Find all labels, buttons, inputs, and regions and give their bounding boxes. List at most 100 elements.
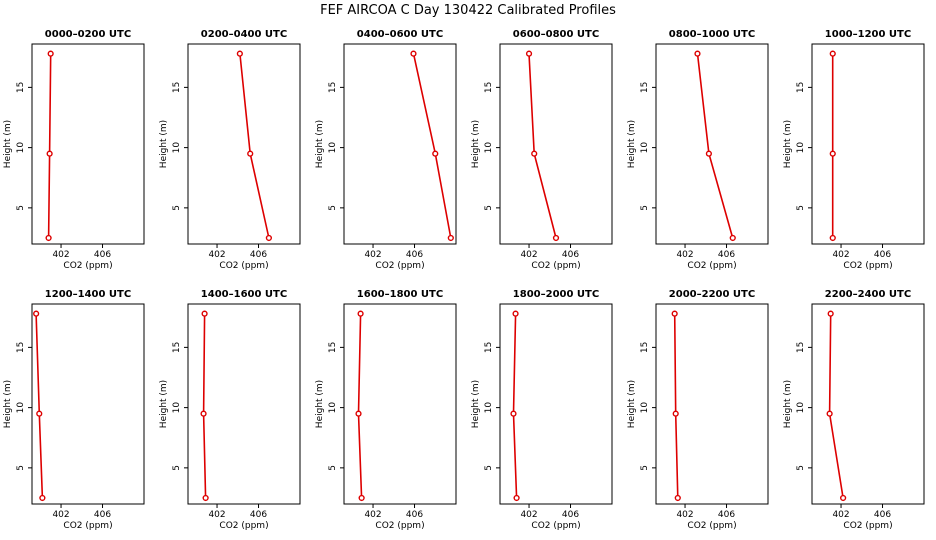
- y-tick-label: 5: [640, 205, 650, 211]
- x-tick-label: 406: [94, 510, 111, 520]
- profile-point: [45, 234, 52, 242]
- plot-frame: [811, 43, 925, 245]
- y-axis-label: Height (m): [627, 380, 637, 428]
- y-tick-label: 15: [328, 342, 338, 353]
- y-tick-label: 10: [640, 402, 650, 414]
- x-axis-label: CO2 (ppm): [375, 521, 424, 531]
- plot-frame: [343, 303, 457, 505]
- y-axis-label: Height (m): [159, 380, 169, 428]
- y-axis-label: Height (m): [315, 380, 325, 428]
- profile-point: [827, 310, 834, 317]
- plot-frame: [187, 43, 301, 245]
- profile-point: [355, 410, 362, 417]
- panel-title: 0400–0600 UTC: [357, 29, 443, 40]
- y-axis-label: Height (m): [627, 120, 637, 168]
- y-tick-label: 10: [16, 402, 26, 414]
- profile-point: [202, 494, 209, 502]
- x-tick-label: 402: [364, 510, 381, 520]
- plot-frame: [31, 43, 145, 245]
- panel-title: 1400–1600 UTC: [201, 289, 287, 300]
- y-tick-label: 15: [172, 342, 182, 353]
- x-tick-label: 406: [874, 250, 891, 260]
- x-axis-label: CO2 (ppm): [843, 261, 892, 271]
- figure-title: FEF AIRCOA C Day 130422 Calibrated Profi…: [320, 3, 616, 18]
- y-tick-label: 5: [172, 465, 182, 471]
- y-tick-label: 5: [328, 205, 338, 211]
- plot-frame: [499, 43, 613, 245]
- profile-point: [829, 50, 836, 57]
- panel-title: 0800–1000 UTC: [669, 29, 755, 40]
- y-axis-label: Height (m): [159, 120, 169, 168]
- profile-line: [696, 53, 734, 239]
- profile-point: [510, 410, 517, 417]
- profile-point: [36, 410, 43, 417]
- profile-point: [674, 494, 681, 502]
- x-tick-label: 406: [718, 250, 735, 260]
- y-tick-label: 15: [16, 82, 26, 93]
- panel-title: 0200–0400 UTC: [201, 29, 287, 40]
- y-tick-label: 5: [16, 465, 26, 471]
- x-tick-label: 406: [718, 510, 735, 520]
- profile-line: [357, 313, 363, 499]
- profile-line: [35, 313, 44, 499]
- x-tick-label: 406: [406, 250, 423, 260]
- profile-point: [33, 310, 40, 317]
- panel-title: 1000–1200 UTC: [825, 29, 911, 40]
- x-tick-label: 406: [562, 250, 579, 260]
- profile-point: [265, 234, 272, 242]
- profile-line: [673, 313, 679, 499]
- y-tick-label: 5: [328, 465, 338, 471]
- profile-line: [47, 53, 52, 239]
- y-tick-label: 15: [796, 82, 806, 93]
- x-tick-label: 402: [208, 250, 225, 260]
- plot-frame: [655, 43, 769, 245]
- panel-title: 0000–0200 UTC: [45, 29, 131, 40]
- y-tick-label: 15: [640, 82, 650, 93]
- profile-line: [412, 53, 452, 239]
- y-tick-label: 15: [640, 342, 650, 353]
- x-axis-label: CO2 (ppm): [531, 521, 580, 531]
- x-tick-label: 406: [406, 510, 423, 520]
- y-tick-label: 15: [796, 342, 806, 353]
- plot-frame: [655, 303, 769, 505]
- y-tick-label: 5: [640, 465, 650, 471]
- profile-point: [200, 410, 207, 417]
- profile-point: [46, 150, 53, 157]
- y-tick-label: 15: [484, 82, 494, 93]
- y-tick-label: 15: [172, 82, 182, 93]
- x-axis-label: CO2 (ppm): [219, 521, 268, 531]
- y-axis-label: Height (m): [315, 120, 325, 168]
- x-tick-label: 402: [832, 510, 849, 520]
- profile-line: [202, 313, 207, 499]
- x-tick-label: 402: [676, 510, 693, 520]
- y-tick-label: 10: [16, 142, 26, 154]
- profile-point: [525, 50, 533, 57]
- x-axis-label: CO2 (ppm): [843, 521, 892, 531]
- profile-point: [829, 234, 836, 242]
- profile-point: [672, 410, 679, 417]
- plot-frame: [811, 303, 925, 505]
- profile-point: [705, 150, 712, 157]
- plot-frame: [499, 303, 613, 505]
- y-tick-label: 5: [484, 205, 494, 211]
- y-axis-label: Height (m): [3, 120, 13, 168]
- y-tick-label: 10: [172, 402, 182, 414]
- profile-point: [201, 310, 208, 317]
- y-tick-label: 10: [796, 402, 806, 414]
- x-tick-label: 406: [562, 510, 579, 520]
- y-tick-label: 5: [796, 205, 806, 211]
- x-tick-label: 402: [52, 510, 69, 520]
- profile-point: [552, 234, 560, 242]
- y-tick-label: 5: [796, 465, 806, 471]
- profile-point: [357, 310, 364, 317]
- plot-frame: [31, 303, 145, 505]
- plot-frame: [343, 43, 457, 245]
- x-tick-label: 402: [832, 250, 849, 260]
